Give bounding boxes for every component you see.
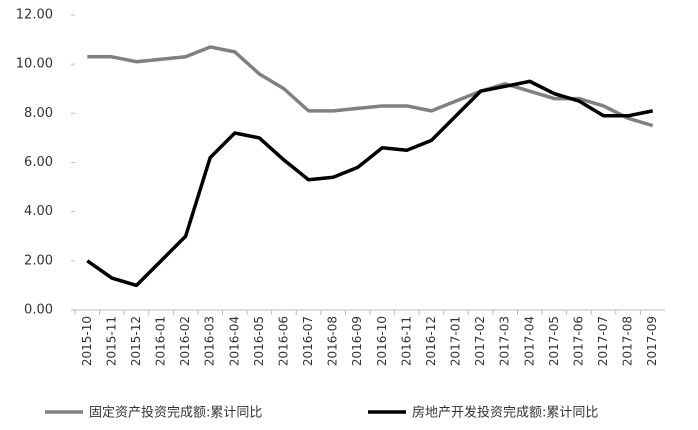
x-tick-label: 2016-09 bbox=[350, 316, 364, 366]
x-tick-label: 2016-06 bbox=[276, 316, 290, 366]
x-tick-label: 2017-02 bbox=[473, 316, 487, 366]
x-tick-label: 2017-08 bbox=[621, 316, 635, 366]
series-line bbox=[87, 45, 654, 128]
x-tick-label: 2016-08 bbox=[326, 316, 340, 366]
x-tick-label: 2016-01 bbox=[154, 316, 168, 366]
x-tick-label: 2015-10 bbox=[80, 316, 94, 366]
y-tick-label: 10.00 bbox=[16, 57, 53, 72]
x-tick-label: 2017-01 bbox=[449, 316, 463, 366]
x-tick-label: 2017-03 bbox=[498, 316, 512, 366]
x-tick-label: 2016-10 bbox=[375, 316, 389, 366]
x-tick-label: 2017-04 bbox=[522, 316, 536, 366]
y-tick-label: 8.00 bbox=[24, 106, 53, 121]
y-tick-label: 2.00 bbox=[24, 253, 53, 268]
x-tick-label: 2017-06 bbox=[571, 316, 585, 366]
x-tick-label: 2017-05 bbox=[547, 316, 561, 366]
y-tick-label: 0.00 bbox=[24, 303, 53, 318]
legend-label: 固定资产投资完成额:累计同比 bbox=[89, 405, 262, 421]
x-tick-label: 2016-03 bbox=[203, 316, 217, 366]
x-tick-label: 2015-11 bbox=[104, 316, 118, 366]
x-tick-label: 2016-04 bbox=[227, 316, 241, 366]
y-tick-label: 12.00 bbox=[16, 8, 53, 23]
x-tick-label: 2016-02 bbox=[178, 316, 192, 366]
x-tick-label: 2016-11 bbox=[399, 316, 413, 366]
x-tick-label: 2016-05 bbox=[252, 316, 266, 366]
x-tick-label: 2017-09 bbox=[645, 316, 659, 366]
y-tick-label: 6.00 bbox=[24, 155, 53, 170]
y-tick-label: 4.00 bbox=[24, 204, 53, 219]
legend-label: 房地产开发投资完成额:累计同比 bbox=[412, 405, 598, 421]
x-tick-label: 2016-12 bbox=[424, 316, 438, 366]
series-line bbox=[86, 79, 654, 288]
x-tick-label: 2015-12 bbox=[129, 316, 143, 366]
x-tick-label: 2017-07 bbox=[596, 316, 610, 366]
x-tick-label: 2016-07 bbox=[301, 316, 315, 366]
